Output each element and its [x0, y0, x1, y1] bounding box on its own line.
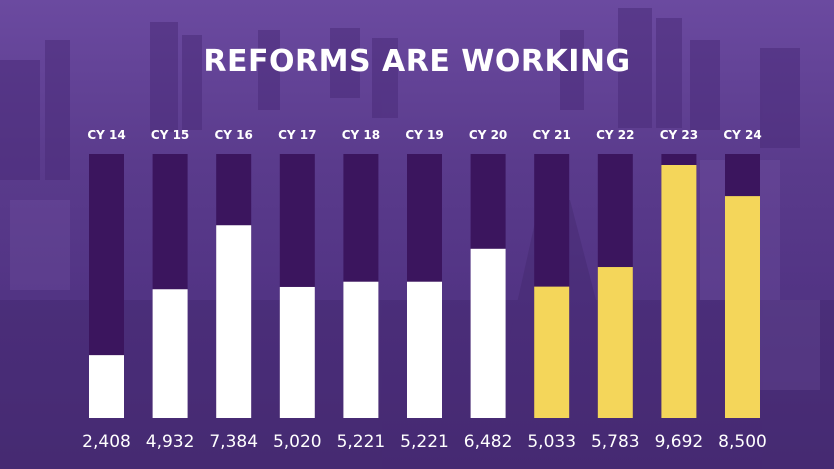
value-label: 5,783: [591, 432, 640, 452]
bar: [661, 165, 697, 418]
bar: [152, 289, 188, 418]
category-label: CY 17: [278, 128, 316, 142]
category-label: CY 14: [87, 128, 125, 142]
chart-title: REFORMS ARE WORKING: [203, 44, 631, 79]
value-label: 5,221: [337, 432, 386, 452]
category-label: CY 23: [660, 128, 698, 142]
bar: [470, 248, 506, 418]
bar: [89, 355, 124, 418]
bar: [407, 281, 442, 418]
value-label: 6,482: [464, 432, 513, 452]
category-label: CY 19: [405, 128, 443, 142]
category-label: CY 21: [533, 128, 571, 142]
value-label: 9,692: [655, 432, 704, 452]
category-label: CY 18: [342, 128, 380, 142]
bar: [725, 196, 760, 418]
value-label: 4,932: [146, 432, 195, 452]
category-label: CY 16: [215, 128, 253, 142]
value-label: 5,033: [527, 432, 576, 452]
value-label: 5,020: [273, 432, 322, 452]
bar: [343, 281, 379, 418]
category-label: CY 20: [469, 128, 507, 142]
bar: [279, 286, 315, 418]
category-label: CY 15: [151, 128, 189, 142]
value-label: 5,221: [400, 432, 449, 452]
bar: [216, 225, 252, 418]
value-label: 8,500: [718, 432, 767, 452]
category-label: CY 24: [723, 128, 761, 142]
bar: [534, 286, 570, 418]
category-label: CY 22: [596, 128, 634, 142]
bar: [597, 267, 633, 418]
value-label: 7,384: [209, 432, 258, 452]
value-label: 2,408: [82, 432, 131, 452]
